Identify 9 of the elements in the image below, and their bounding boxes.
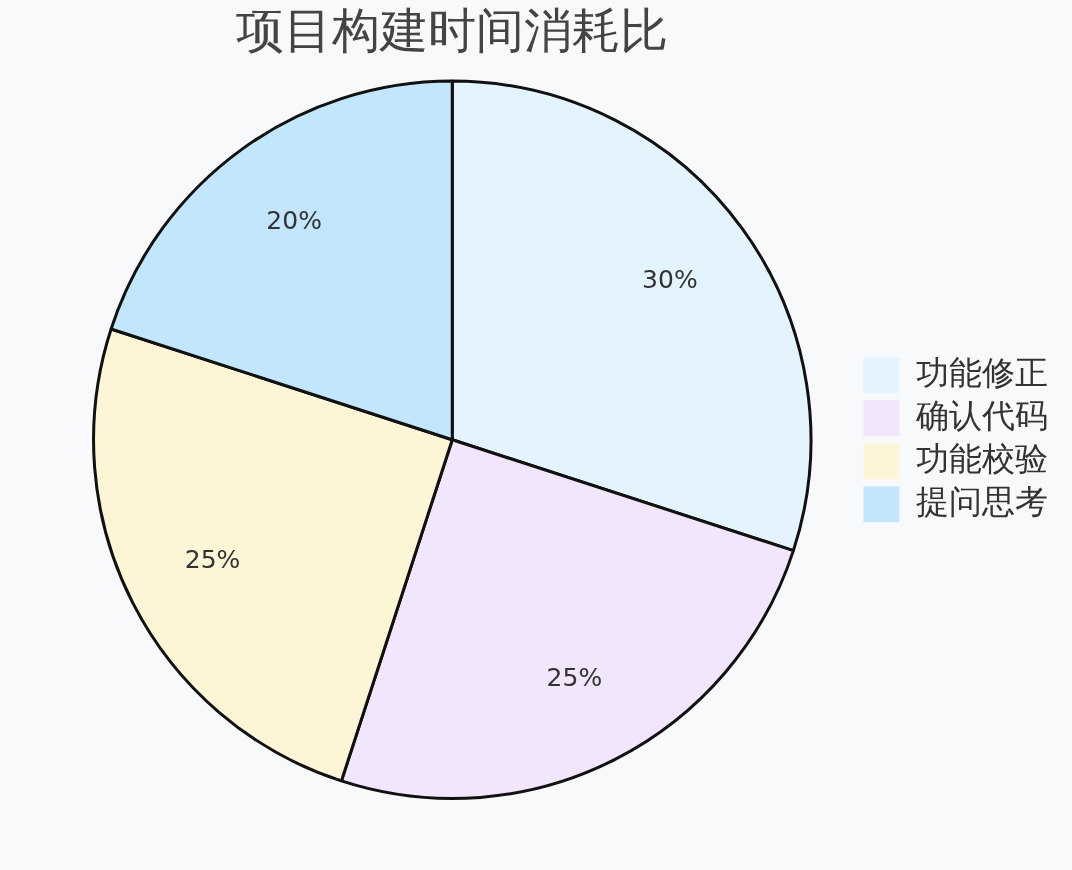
legend-label: 提问思考 (916, 481, 1048, 521)
legend-label: 确认代码 (915, 395, 1048, 435)
legend-label: 功能校验 (916, 438, 1048, 478)
legend-label: 功能修正 (916, 352, 1048, 392)
data-label: 30% (642, 265, 698, 295)
data-label: 25% (546, 663, 603, 692)
data-label: 20% (266, 205, 322, 235)
chart-title: 项目构建时间消耗比 (236, 2, 669, 59)
data-label: 25% (184, 545, 241, 575)
